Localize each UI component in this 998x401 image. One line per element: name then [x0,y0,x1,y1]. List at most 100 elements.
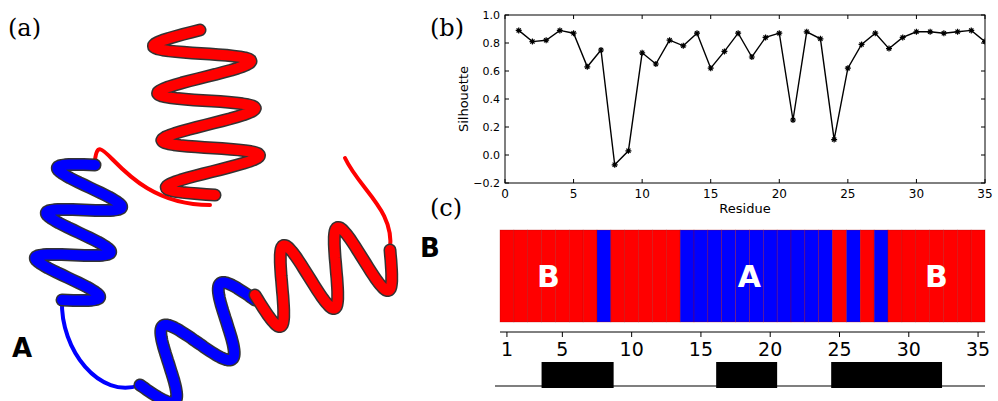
cluster-cell [694,230,708,322]
cluster-cell [777,230,791,322]
x-tick [908,332,909,337]
loop [62,300,140,388]
cluster-cell [957,230,971,322]
point-marker [763,34,769,40]
point-marker [913,29,919,35]
point-marker [598,47,604,53]
y-tick [505,183,509,184]
point-marker [735,30,741,36]
cluster-cell [846,230,860,322]
point-marker [571,30,577,36]
point-marker [694,30,700,36]
x-tick-label: 20 [772,187,787,201]
point-marker [955,29,961,35]
point-marker [968,27,974,33]
x-tick-label: 5 [556,338,568,360]
point-marker [872,30,878,36]
helix-block [542,362,614,388]
cluster-cell [611,230,625,322]
cluster-cell [666,230,680,322]
x-tick [779,179,780,183]
y-tick-label: 0.4 [483,93,501,106]
cluster-cell [874,230,888,322]
x-tick-label: 30 [909,187,924,201]
cluster-label: B [537,259,560,294]
point-marker [941,30,947,36]
x-tick [770,332,771,337]
point-marker [886,46,892,52]
point-marker [708,65,714,71]
y-tick [505,43,509,44]
y-tick-label: 0.0 [483,149,501,162]
panel-label: (b) [430,14,464,42]
cluster-cell [569,230,583,322]
cluster-cell [805,230,819,322]
point-marker [845,65,851,71]
cluster-cell [763,230,777,322]
x-tick-label: 30 [897,338,921,360]
x-tick-label: 35 [977,187,992,201]
panel-label: (c) [430,194,462,222]
cluster-cell [597,230,611,322]
cluster-cell [833,230,847,322]
x-tick-label: 10 [620,338,644,360]
panel-label: (a) [8,14,41,42]
protein-cartoon [35,30,391,401]
x-tick-label: 25 [840,187,855,201]
y-tick-label: 1.0 [483,9,501,22]
helix-outline [255,227,392,326]
point-marker [667,37,673,43]
cluster-cell [514,230,528,322]
cluster-cell [708,230,722,322]
cluster-cell [722,230,736,322]
cluster-cell [860,230,874,322]
y-tick [505,155,509,156]
x-tick-label: 35 [966,338,990,360]
point-marker [859,41,865,47]
x-tick [562,332,563,337]
helix [255,227,392,326]
cluster-label: B [925,259,948,294]
y-tick [505,99,509,100]
point-marker [831,137,837,143]
point-marker [529,39,535,45]
point-marker [653,61,659,67]
structure-label: B [420,233,440,263]
helix-outline [154,30,260,195]
x-tick [978,332,979,337]
x-tick-label: 15 [689,338,713,360]
cluster-cell [652,230,666,322]
y-tick [505,127,509,128]
helix-outline [140,283,255,401]
point-marker [625,148,631,154]
x-tick-label: 25 [827,338,851,360]
y-tick [981,71,985,72]
structure-label: A [12,333,32,363]
x-tick-label: 0 [501,187,509,201]
point-marker [804,29,810,35]
point-marker [584,64,590,70]
cluster-cell [791,230,805,322]
cluster-cell [819,230,833,322]
point-marker [721,48,727,54]
point-marker [557,27,563,33]
x-tick [700,332,701,337]
x-tick [573,15,574,19]
x-tick [985,179,986,183]
cluster-cell [902,230,916,322]
x-tick [710,15,711,19]
y-tick [981,127,985,128]
x-tick-label: 1 [501,338,513,360]
helix [154,30,260,195]
y-tick [981,15,985,16]
x-tick [710,179,711,183]
x-tick [505,179,506,183]
point-marker [639,50,645,56]
point-marker [612,162,618,168]
x-tick [839,332,840,337]
y-tick [505,71,509,72]
x-tick-label: 20 [758,338,782,360]
point-marker [776,30,782,36]
x-tick [642,179,643,183]
point-marker [543,37,549,43]
